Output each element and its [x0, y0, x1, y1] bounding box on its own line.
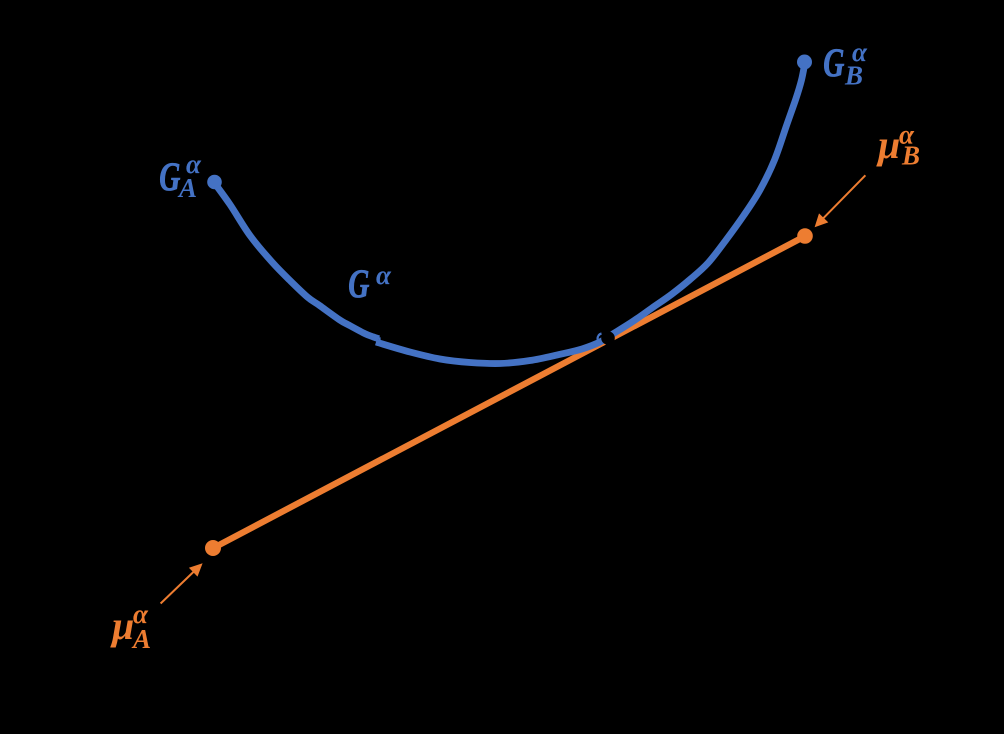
svg-text:A: A	[177, 173, 197, 203]
svg-text:G: G	[348, 262, 369, 307]
svg-text:α: α	[133, 599, 149, 629]
svg-text:μ: μ	[110, 603, 134, 648]
svg-text:A: A	[131, 624, 151, 654]
svg-text:G: G	[159, 155, 180, 200]
svg-text:α: α	[899, 120, 915, 150]
svg-text:α: α	[376, 260, 392, 290]
svg-text:α: α	[852, 37, 868, 67]
svg-text:B: B	[844, 61, 863, 91]
svg-text:B: B	[901, 141, 920, 171]
svg-text:α: α	[186, 149, 202, 179]
svg-text:μ: μ	[876, 122, 900, 167]
svg-text:G: G	[823, 41, 844, 86]
